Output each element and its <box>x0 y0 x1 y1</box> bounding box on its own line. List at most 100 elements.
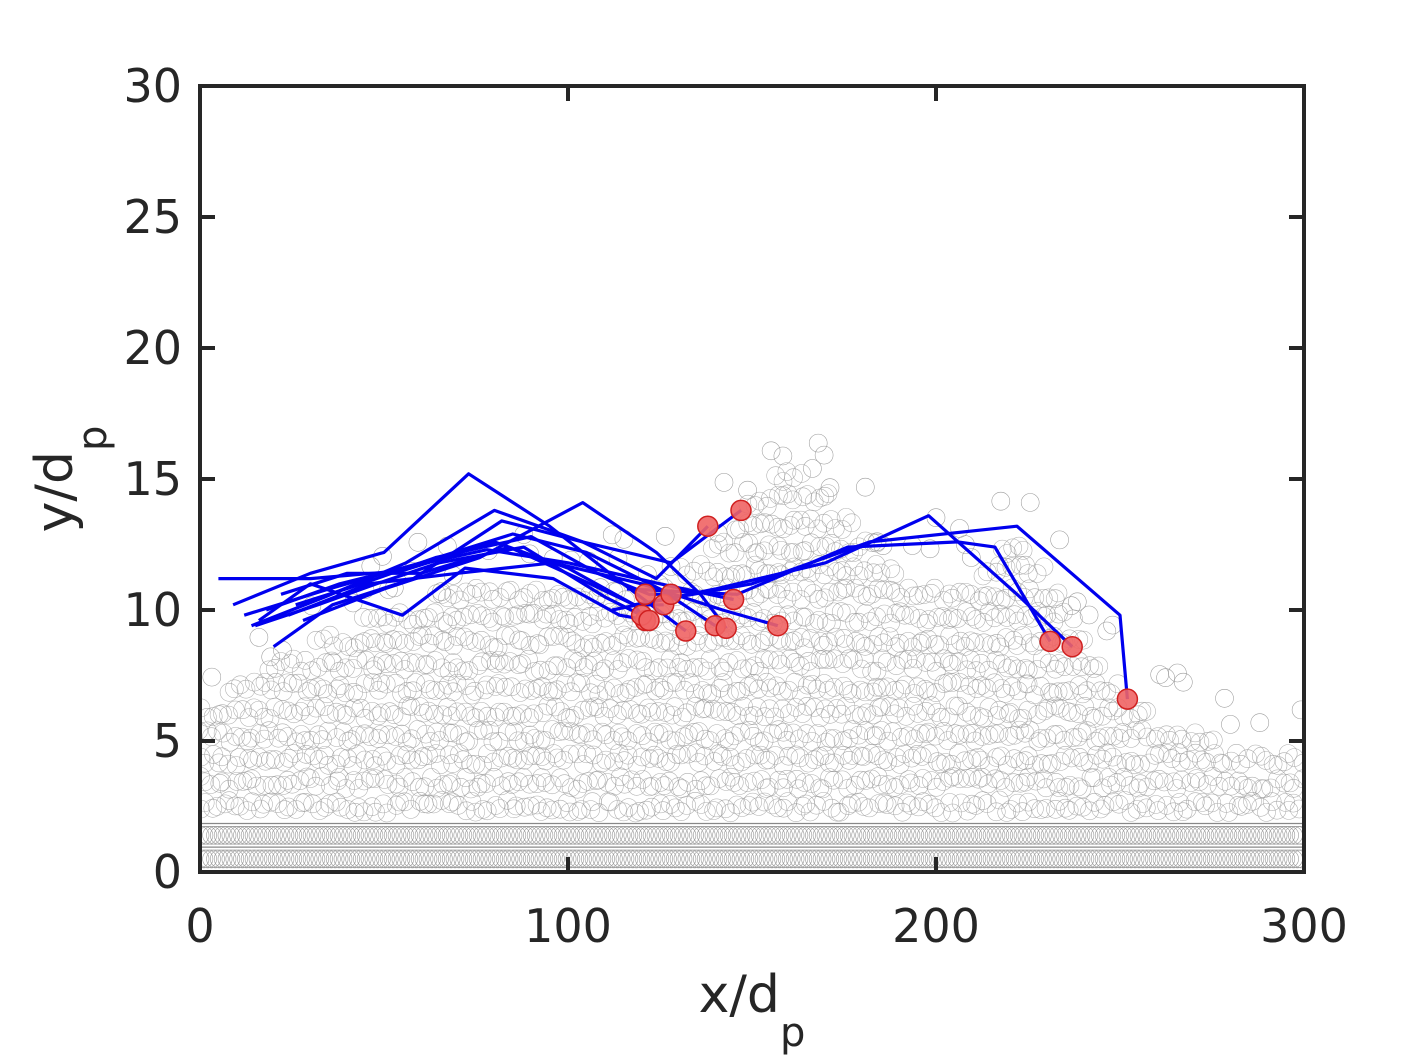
bed-particle-fixed <box>248 825 268 845</box>
bed-particle <box>596 725 616 745</box>
bed-particle <box>495 654 514 674</box>
bed-particle <box>443 723 462 743</box>
bed-particle <box>992 654 1012 673</box>
bed-particle <box>338 732 358 751</box>
bed-particle-fixed <box>1060 825 1079 845</box>
bed-particle <box>814 445 834 465</box>
bed-particle <box>1098 726 1117 746</box>
bed-particle <box>990 637 1010 657</box>
bed-particle-fixed <box>407 825 426 845</box>
bed-particle <box>333 633 353 652</box>
bed-particle <box>387 796 406 815</box>
bed-particle <box>771 655 791 674</box>
bed-particle-fixed <box>681 849 701 869</box>
bed-particle <box>314 629 333 649</box>
bed-particle-fixed <box>669 849 689 869</box>
bed-particle <box>295 697 315 717</box>
bed-particle <box>1156 668 1175 687</box>
bed-particle-fixed <box>805 825 824 845</box>
bed-particle-fixed <box>986 849 1006 869</box>
bed-particle <box>720 732 739 751</box>
bed-particle-fixed <box>206 849 225 869</box>
bed-particle <box>715 729 735 748</box>
bed-particle <box>466 708 485 728</box>
bed-particle <box>973 791 992 810</box>
bed-particle-fixed <box>975 849 994 869</box>
bed-particle <box>819 632 838 652</box>
bed-particle <box>604 731 623 750</box>
bed-particle-fixed <box>511 825 531 845</box>
bed-particle <box>990 790 1009 810</box>
bed-particle-fixed <box>1133 849 1153 869</box>
bed-particle <box>1128 705 1148 725</box>
bed-particle-fixed <box>349 825 368 845</box>
bed-particle <box>1181 773 1201 792</box>
bed-particle <box>979 660 998 680</box>
bed-particle <box>475 680 494 700</box>
bed-particle <box>421 732 440 751</box>
bed-particle <box>580 607 600 626</box>
bed-particle <box>950 582 969 602</box>
bed-particle-fixed <box>1288 849 1304 869</box>
bed-particle-fixed <box>260 825 279 845</box>
bed-particle-fixed <box>217 825 237 845</box>
bed-particle <box>495 607 514 627</box>
bed-particle-fixed <box>766 849 786 869</box>
bed-particle <box>765 707 785 727</box>
bed-particle-fixed <box>808 849 828 869</box>
bed-particle-fixed <box>1234 849 1253 869</box>
bed-particle <box>478 706 497 726</box>
bed-particle-fixed <box>391 849 411 869</box>
bed-particle-fixed <box>832 825 851 845</box>
bed-particle-fixed <box>1172 825 1191 845</box>
bed-particle <box>1048 682 1068 702</box>
bed-particle <box>392 707 411 727</box>
bed-particle <box>438 675 458 695</box>
bed-particle <box>557 628 577 647</box>
bed-particle-fixed <box>200 826 217 845</box>
bed-particle <box>784 468 803 487</box>
bed-particle <box>231 675 250 695</box>
bed-particle-fixed <box>1064 825 1083 845</box>
bed-particle <box>789 779 808 799</box>
bed-particle <box>539 682 558 701</box>
bed-particle <box>559 614 579 633</box>
bed-particle-fixed <box>781 825 801 845</box>
bed-particle <box>786 803 806 822</box>
bed-particle-fixed <box>275 849 295 869</box>
bed-particle <box>236 679 256 699</box>
bed-particle <box>869 794 888 813</box>
bed-particle <box>1069 704 1088 723</box>
bed-particle <box>1034 557 1054 577</box>
bed-particle-fixed <box>480 825 500 845</box>
bed-particle <box>916 613 936 633</box>
bed-particle-fixed <box>530 825 550 845</box>
bed-particle-fixed <box>356 849 376 869</box>
trajectory-endpoint <box>715 617 737 640</box>
bed-particle <box>925 635 945 654</box>
bed-particle <box>361 769 380 788</box>
bed-particle <box>345 803 365 822</box>
bed-particle <box>920 539 940 559</box>
bed-particle <box>510 683 530 702</box>
bed-particle-fixed <box>607 825 627 845</box>
bed-particle <box>227 772 247 791</box>
bed-particle <box>950 769 970 789</box>
bed-particle <box>686 684 705 703</box>
bed-particle <box>589 770 608 790</box>
bed-particle <box>386 774 406 794</box>
bed-particle <box>1216 794 1236 813</box>
bed-particle-fixed <box>1121 825 1141 845</box>
bed-particle <box>439 662 459 681</box>
bed-particle <box>338 749 357 768</box>
bed-particle <box>486 796 505 815</box>
bed-particle-fixed <box>538 849 558 869</box>
bed-particle-fixed <box>696 849 716 869</box>
bed-particle <box>419 701 438 721</box>
bed-particle-fixed <box>708 849 728 869</box>
bed-particle <box>1008 681 1028 701</box>
bed-particle-fixed <box>870 849 890 869</box>
bed-particle <box>704 801 723 820</box>
bed-particle-fixed <box>739 825 759 845</box>
bed-particle <box>548 680 567 700</box>
